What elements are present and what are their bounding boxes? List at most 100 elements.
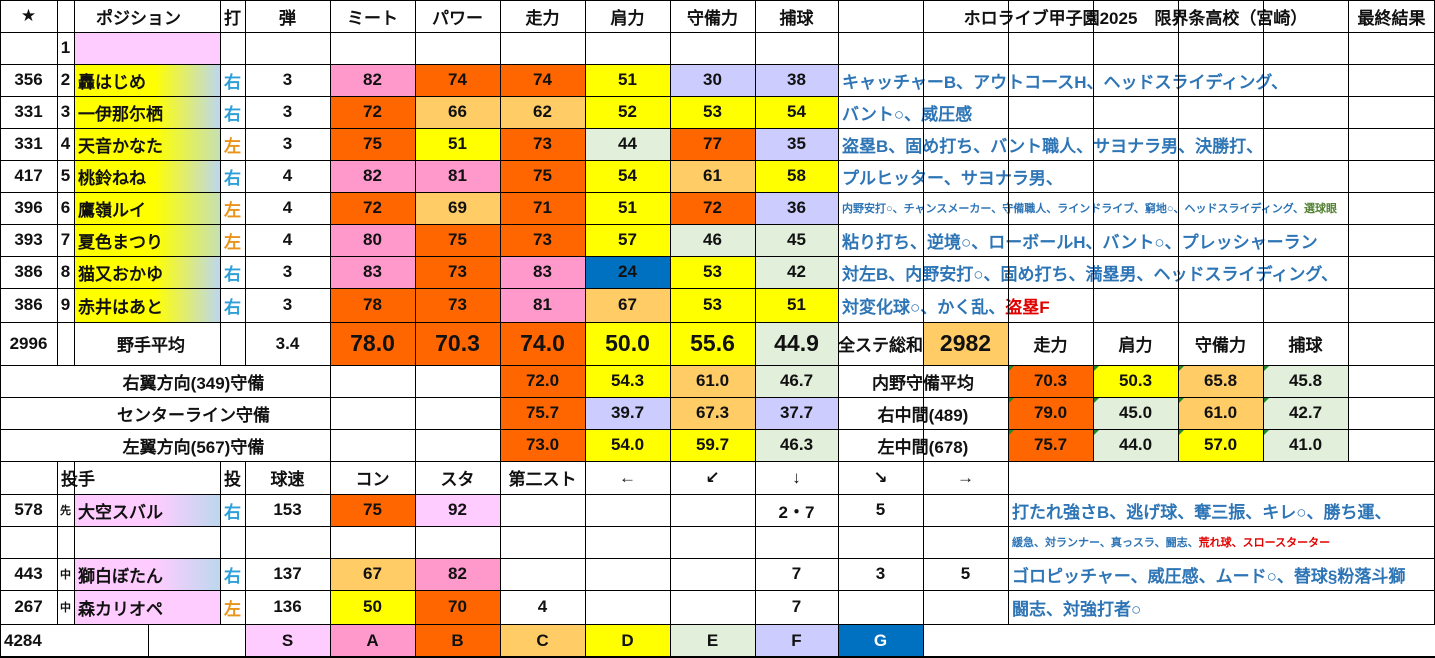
defense-def: 59.7	[670, 429, 755, 461]
skills-text: 緩急、対ランナー、真っスラ、闘志、	[1012, 537, 1199, 549]
grid-line	[755, 461, 756, 624]
batter-arm: 51	[585, 192, 670, 224]
grid-line	[0, 322, 1435, 323]
pitcher-hand: 左	[224, 599, 241, 619]
pitcher-sta: 70	[415, 590, 500, 624]
batter-power: 74	[415, 64, 500, 96]
avg-run: 74.0	[500, 322, 585, 365]
avg-def: 55.6	[670, 322, 755, 365]
grid-line	[1263, 365, 1264, 461]
defense-catch: 37.7	[755, 397, 838, 429]
batter-ammo	[245, 32, 330, 64]
batter-def: 53	[670, 256, 755, 288]
grid-line	[415, 461, 416, 624]
grid-line	[0, 526, 1435, 527]
batter-skills: 粘り打ち、逆境○、ローボールH、バント○、プレッシャーラン	[838, 224, 1435, 256]
grid-line	[0, 160, 1435, 161]
star-icon: ★	[20, 6, 37, 25]
batter-total: 417	[14, 166, 43, 185]
batter-run: 73	[500, 128, 585, 160]
pitcher-down-left	[670, 494, 755, 526]
grade-d: D	[585, 624, 670, 657]
header-catch: 捕球	[779, 8, 814, 28]
grid-line	[1178, 0, 1179, 365]
batter-skills: 内野安打○、チャンスメーカー、守備職人、ラインドライブ、窮地○、ヘッドスライディ…	[838, 192, 1435, 224]
pitcher-skills: 打たれ強さB、逃げ球、奪三振、キレ○、勝ち運、	[1012, 502, 1392, 522]
defense-arm: 39.7	[585, 397, 670, 429]
grid-line	[923, 0, 924, 365]
grid-line	[1008, 0, 1009, 365]
batter-name: 一伊那尓栖	[74, 96, 220, 128]
grid-line	[1348, 365, 1349, 461]
header-def: 守備力	[687, 8, 738, 28]
team-title: ホロライブ甲子園2025 限界条高校（宮崎）	[963, 8, 1308, 28]
grade-e: E	[670, 624, 755, 657]
avg-total: 2996	[9, 333, 48, 353]
batter-order: 5	[60, 166, 71, 185]
defense-catch: 46.3	[755, 429, 838, 461]
grade-b: B	[415, 624, 500, 657]
skills-extra-text: 荒れ球、スロースターター	[1198, 537, 1331, 549]
grade-g: G	[838, 624, 923, 657]
result-title: 最終結果	[1357, 8, 1426, 28]
grid-line	[0, 224, 1435, 225]
batter-power: 73	[415, 288, 500, 322]
pitcher-name: 獅白ぼたん	[74, 558, 220, 590]
batter-def: 53	[670, 96, 755, 128]
defense-arm: 54.0	[585, 429, 670, 461]
batter-run: 75	[500, 160, 585, 192]
grid-line	[0, 624, 1435, 625]
batter-ammo: 4	[282, 198, 293, 217]
batter-catch: 35	[755, 128, 838, 160]
batter-skills: 対左B、内野安打○、固め打ち、満塁男、ヘッドスライディング、	[838, 256, 1435, 288]
grid-line	[755, 365, 756, 461]
grid-line	[755, 624, 756, 657]
defense-right-catch: 41.0	[1263, 429, 1348, 461]
batter-catch: 42	[755, 256, 838, 288]
defense-right-def: 65.8	[1178, 365, 1263, 397]
batter-power: 51	[415, 128, 500, 160]
batter-order: 8	[60, 262, 71, 281]
batter-meet: 80	[330, 224, 415, 256]
batter-meet: 72	[330, 192, 415, 224]
batter-name: 桃鈴ねね	[74, 160, 220, 192]
avg-power: 70.3	[415, 322, 500, 365]
avg-label: 野手平均	[117, 336, 185, 355]
batter-catch: 58	[755, 160, 838, 192]
defense-run: 72.0	[500, 365, 585, 397]
grid-line	[670, 624, 671, 657]
batter-name: 赤井はあと	[74, 288, 220, 322]
skills-text: プルヒッター、サヨナラ男、	[842, 168, 1063, 188]
grid-line	[220, 461, 221, 624]
grid-line	[0, 0, 1, 365]
batter-def: 72	[670, 192, 755, 224]
grid-line	[0, 0, 1435, 1]
pitcher-down: 2・7	[778, 502, 815, 522]
arrow-down-left-icon: ↙	[705, 467, 720, 487]
batter-meet: 82	[330, 160, 415, 192]
batter-total: 331	[14, 102, 43, 121]
batter-arm: 44	[585, 128, 670, 160]
batter-hand	[220, 32, 245, 64]
grid-line	[1008, 365, 1009, 461]
grid-line	[1263, 0, 1264, 365]
pitcher-role: 中	[60, 602, 71, 614]
pitcher-con: 67	[330, 558, 415, 590]
batter-order: 3	[60, 102, 71, 121]
pitcher-speed: 137	[273, 564, 302, 583]
batter-hand: 左	[224, 200, 241, 220]
pitcher-right	[923, 590, 1008, 624]
skills-text: 対左B、内野安打○、固め打ち、満塁男、ヘッドスライディング、	[842, 264, 1339, 284]
pitcher-second	[500, 494, 585, 526]
batter-name: 鷹嶺ルイ	[74, 192, 220, 224]
arrow-left-icon: ←	[619, 467, 636, 487]
batter-power	[415, 32, 500, 64]
batter-power: 66	[415, 96, 500, 128]
grid-line	[245, 624, 246, 657]
pitcher-sta: 92	[415, 494, 500, 526]
batter-catch: 36	[755, 192, 838, 224]
pitcher-speed: 153	[273, 500, 302, 519]
pitcher-down: 7	[791, 564, 802, 583]
batter-ammo: 3	[282, 134, 293, 153]
